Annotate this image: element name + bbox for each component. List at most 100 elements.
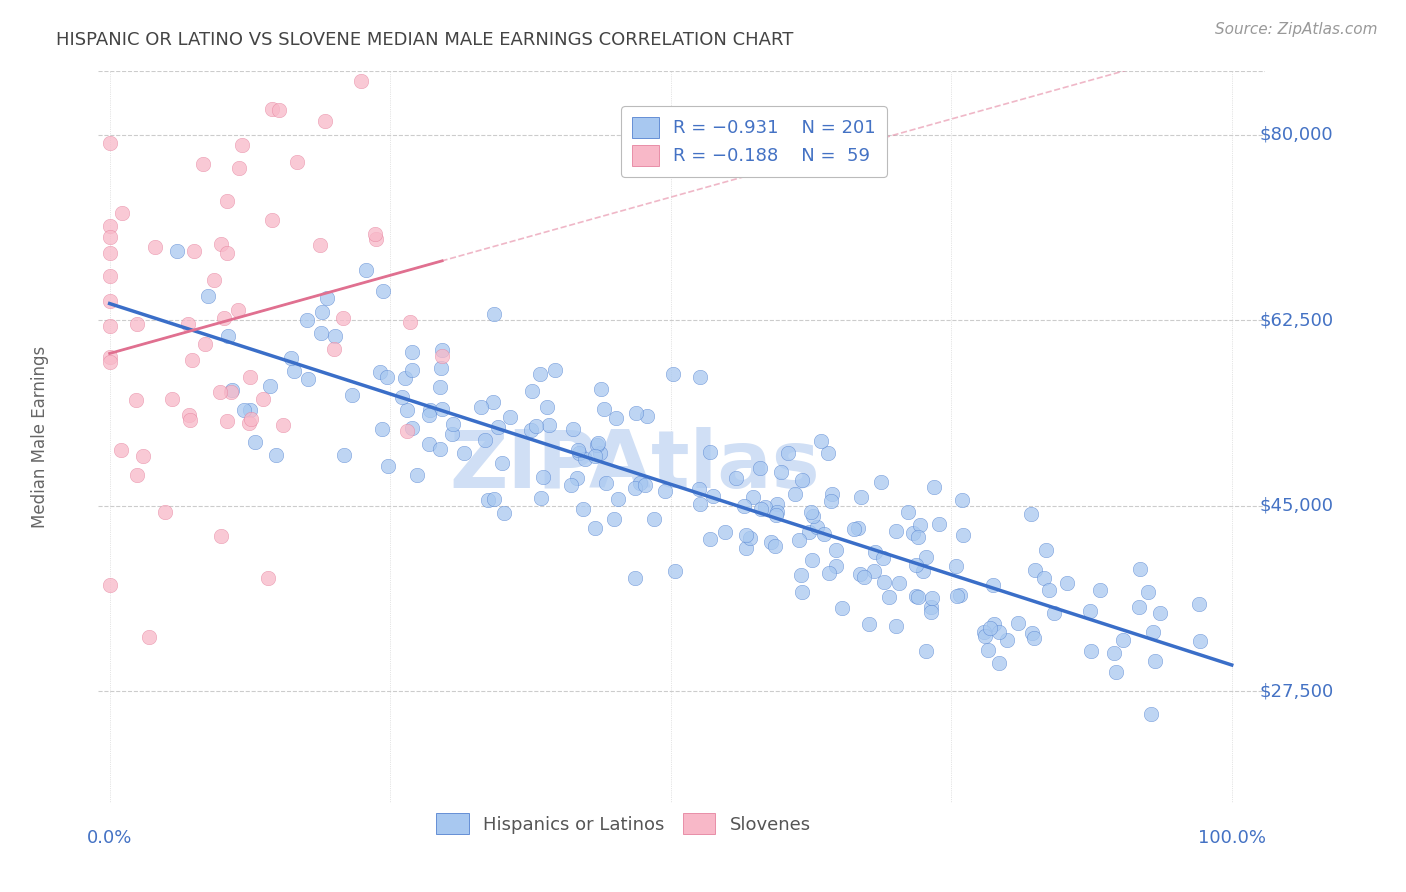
Point [209, 237, 232, 252]
Point [817, 566, 839, 580]
Point [817, 445, 839, 459]
Point [810, 434, 832, 448]
Point [373, 284, 395, 298]
Point [863, 564, 886, 578]
Point [605, 411, 627, 425]
Point [529, 367, 551, 381]
Point [1056, 575, 1078, 590]
Point [702, 489, 724, 503]
Point [766, 505, 789, 519]
Point [238, 416, 260, 430]
Point [689, 497, 711, 511]
Point [574, 452, 596, 467]
Point [713, 524, 735, 539]
Point [98, 219, 121, 233]
Legend: Hispanics or Latinos, Slovenes: Hispanics or Latinos, Slovenes [429, 806, 818, 841]
Point [920, 605, 942, 619]
Point [887, 576, 910, 591]
Point [912, 564, 935, 578]
Point [239, 403, 262, 417]
Point [285, 155, 308, 169]
Point [1143, 654, 1166, 668]
Point [391, 390, 413, 404]
Point [813, 527, 835, 541]
Point [820, 494, 842, 508]
Point [364, 227, 387, 242]
Point [481, 395, 503, 409]
Point [377, 458, 399, 473]
Point [322, 342, 344, 356]
Point [848, 521, 870, 535]
Point [399, 315, 422, 329]
Point [789, 533, 811, 548]
Point [418, 437, 440, 451]
Point [1129, 561, 1152, 575]
Point [371, 422, 394, 436]
Point [595, 476, 617, 491]
Point [979, 621, 1001, 635]
Point [239, 412, 262, 426]
Point [202, 272, 225, 286]
Point [477, 493, 499, 508]
Point [699, 533, 721, 547]
Point [332, 311, 354, 326]
Point [492, 506, 515, 520]
Point [628, 476, 651, 491]
Point [800, 505, 823, 519]
Point [921, 591, 943, 606]
Point [181, 353, 204, 368]
Point [394, 371, 416, 385]
Point [520, 423, 543, 437]
Point [583, 520, 606, 534]
Point [262, 213, 284, 227]
Point [765, 508, 787, 522]
Point [789, 567, 811, 582]
Point [441, 417, 464, 431]
Point [401, 362, 423, 376]
Point [904, 558, 927, 573]
Point [1149, 606, 1171, 620]
Point [735, 541, 758, 556]
Point [824, 543, 846, 558]
Point [537, 418, 560, 433]
Point [742, 490, 765, 504]
Point [907, 591, 929, 605]
Point [754, 500, 776, 515]
Point [1033, 571, 1056, 585]
Point [98, 136, 121, 150]
Point [806, 520, 828, 534]
Point [209, 529, 232, 543]
Point [366, 232, 388, 246]
Point [354, 262, 377, 277]
Point [232, 403, 254, 417]
Point [520, 384, 543, 398]
Point [950, 492, 973, 507]
Point [368, 365, 391, 379]
Point [499, 409, 522, 424]
Point [153, 505, 176, 519]
Point [231, 137, 253, 152]
Point [470, 401, 492, 415]
Point [138, 630, 160, 644]
Point [474, 433, 496, 447]
Point [1136, 585, 1159, 599]
Point [977, 643, 1000, 657]
Point [734, 527, 756, 541]
Point [486, 420, 509, 434]
Point [792, 585, 814, 599]
Point [314, 114, 336, 128]
Point [1038, 583, 1060, 598]
Point [295, 313, 318, 327]
Point [995, 633, 1018, 648]
Point [430, 343, 453, 357]
Point [877, 590, 900, 604]
Point [1142, 625, 1164, 640]
Point [624, 571, 647, 585]
Point [593, 402, 616, 417]
Point [565, 471, 588, 485]
Point [778, 446, 800, 460]
Point [166, 244, 188, 258]
Point [905, 589, 928, 603]
Text: $62,500: $62,500 [1260, 311, 1334, 329]
Point [280, 351, 302, 365]
